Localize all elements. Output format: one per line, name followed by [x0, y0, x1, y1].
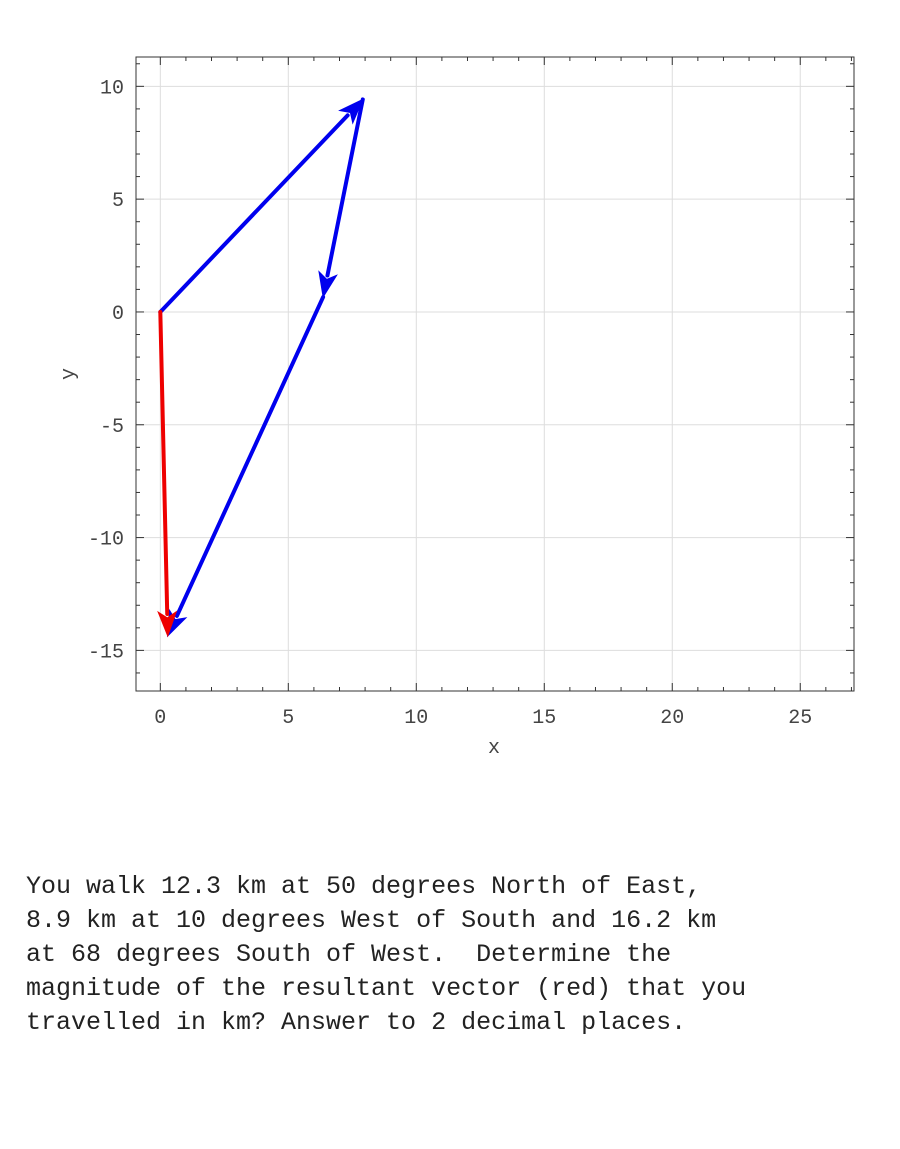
y-tick-label: 5 — [112, 190, 124, 213]
vector-arrowhead — [318, 270, 338, 299]
vector-3 — [167, 295, 326, 638]
vector-2 — [318, 97, 365, 299]
x-axis-label: x — [488, 737, 500, 760]
y-tick-label: 0 — [112, 303, 124, 326]
vector-4 — [157, 309, 178, 638]
vector-arrowhead — [157, 610, 178, 638]
tick-labels: 0 5 10 15 20 25 10 5 0 -5 -10 -15 — [88, 77, 812, 730]
y-tick-label: 10 — [100, 77, 124, 100]
vectors — [157, 97, 365, 638]
x-tick-label: 25 — [788, 707, 812, 730]
vector-shaft — [325, 97, 365, 278]
y-axis-label: y — [58, 368, 81, 380]
x-tick-label: 20 — [660, 707, 684, 730]
x-tick-label: 15 — [532, 707, 556, 730]
y-tick-label: -10 — [88, 529, 124, 552]
axis-ticks — [136, 57, 854, 691]
x-tick-label: 10 — [404, 707, 428, 730]
x-tick-label: 5 — [282, 707, 294, 730]
vector-shaft — [158, 113, 350, 314]
vector-chart: 0 5 10 15 20 25 10 5 0 -5 -10 -15 x y — [58, 56, 855, 760]
question-text: You walk 12.3 km at 50 degrees North of … — [26, 872, 747, 1037]
y-tick-label: -5 — [100, 416, 124, 439]
plot-frame — [135, 56, 855, 692]
vector-1 — [158, 98, 364, 314]
grid-lines — [136, 57, 854, 691]
vector-shaft — [174, 295, 326, 618]
vector-arrowhead — [338, 98, 364, 125]
x-tick-label: 0 — [154, 707, 166, 730]
y-tick-label: -15 — [88, 641, 124, 664]
vector-shaft — [158, 309, 170, 616]
